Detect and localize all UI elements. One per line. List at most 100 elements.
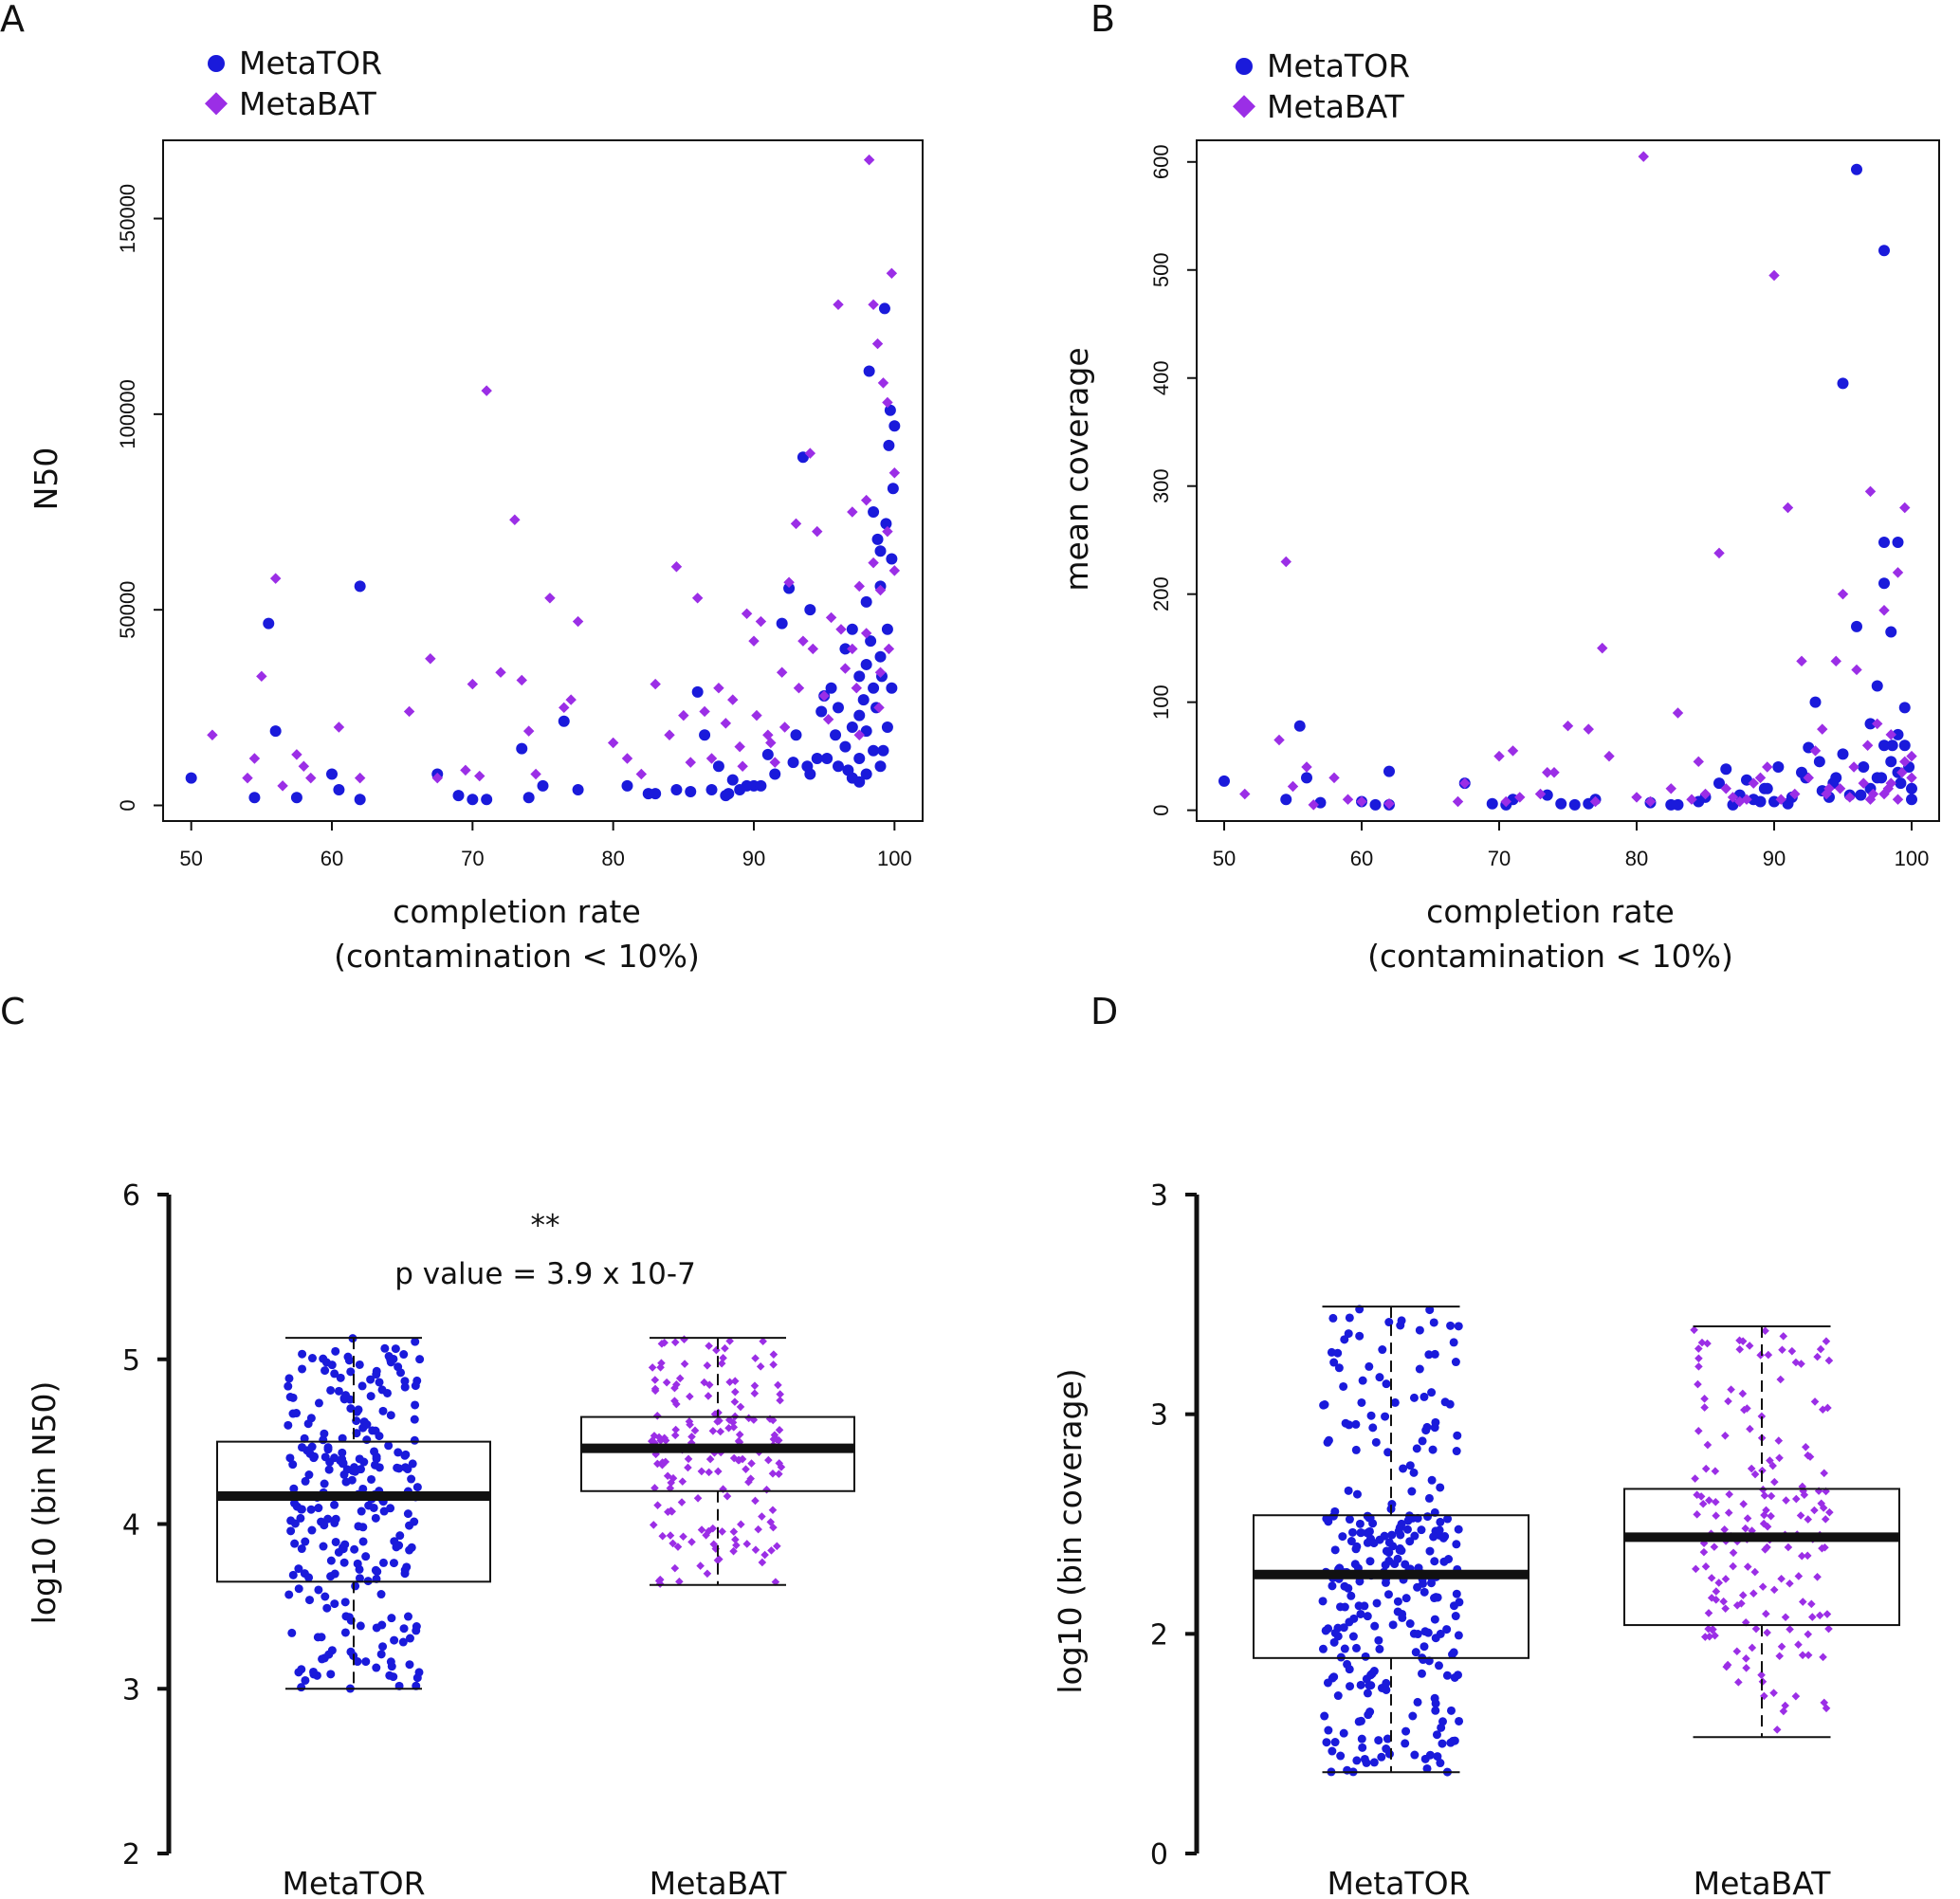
boxes-c — [216, 1337, 855, 1690]
data-point-metator — [411, 1337, 420, 1346]
data-point-metator — [321, 1358, 331, 1367]
data-point-metabat — [1770, 1477, 1779, 1487]
data-point-metabat — [835, 624, 847, 635]
y-tick-label: 3 — [122, 1673, 140, 1707]
data-point-metabat — [853, 580, 865, 593]
data-point-metabat — [1603, 750, 1615, 762]
data-point-metabat — [1768, 269, 1780, 282]
data-point-metabat — [1707, 1574, 1716, 1582]
data-point-metabat — [807, 643, 819, 655]
data-point-metabat — [565, 694, 577, 705]
data-point-metator — [407, 1543, 416, 1552]
data-point-metabat — [868, 557, 879, 569]
data-point-metabat — [1743, 1514, 1752, 1523]
data-point-metabat — [1804, 1651, 1813, 1660]
data-point-metator — [1408, 1711, 1418, 1721]
data-point-metator — [1417, 1669, 1426, 1678]
data-point-metator — [883, 439, 895, 451]
data-point-metator — [846, 721, 858, 733]
data-point-metator — [886, 682, 898, 694]
data-point-metabat — [1714, 1579, 1723, 1587]
data-point-metabat — [657, 1340, 667, 1348]
data-point-metator — [1446, 1738, 1456, 1747]
data-point-metabat — [705, 1342, 713, 1350]
data-point-metator — [1813, 756, 1825, 768]
data-point-metator — [1280, 794, 1292, 806]
data-point-metator — [705, 783, 718, 795]
data-point-metabat — [751, 1496, 760, 1506]
data-point-metator — [402, 1562, 412, 1572]
data-point-metabat — [773, 1542, 781, 1551]
legend-panel-a: MetaTOR MetaBAT — [204, 45, 382, 122]
data-point-metator — [860, 768, 872, 780]
data-point-metator — [699, 729, 711, 741]
data-point-metator — [323, 1443, 333, 1452]
data-point-metabat — [699, 705, 710, 718]
data-point-metabat — [670, 1431, 680, 1440]
data-point-metator — [1356, 1528, 1365, 1538]
data-point-metabat — [1699, 1547, 1709, 1557]
data-point-metator — [326, 768, 338, 780]
data-point-metator — [407, 1474, 416, 1484]
data-point-metator — [341, 1477, 351, 1487]
data-point-metator — [395, 1531, 405, 1541]
data-point-metabat — [703, 1569, 712, 1579]
data-point-metator — [1375, 1373, 1384, 1382]
data-point-metabat — [680, 1335, 688, 1343]
data-point-metabat — [705, 1468, 713, 1477]
data-point-metabat — [751, 1354, 760, 1362]
data-point-metator — [1433, 1752, 1442, 1762]
data-point-metabat — [1665, 783, 1676, 794]
data-point-metabat — [1273, 734, 1285, 746]
data-point-metator — [1348, 1632, 1358, 1641]
data-point-metator — [323, 1514, 333, 1524]
y-tick-label: 6 — [122, 1179, 140, 1213]
data-point-metator — [1323, 1437, 1332, 1447]
data-point-metabat — [460, 764, 471, 776]
data-point-metator — [1451, 1612, 1460, 1621]
data-point-metator — [1454, 1322, 1463, 1331]
y-tick-label: 2 — [1150, 1618, 1168, 1652]
data-point-metator — [373, 1567, 382, 1577]
data-point-metabat — [1861, 740, 1874, 751]
data-point-metabat — [1722, 1662, 1731, 1671]
data-point-metator — [877, 744, 889, 757]
data-point-metabat — [762, 1485, 771, 1494]
data-point-metator — [1713, 777, 1725, 790]
data-point-metator — [304, 1470, 314, 1480]
data-point-metator — [1455, 1716, 1464, 1726]
data-point-metator — [1429, 1532, 1438, 1542]
data-point-metator — [853, 752, 866, 764]
data-point-metator — [1355, 1519, 1365, 1528]
data-point-metabat — [754, 1525, 762, 1534]
data-point-metator — [868, 506, 880, 519]
data-point-metator — [1423, 1628, 1433, 1637]
y-tick-label: 0 — [116, 799, 139, 811]
data-point-metabat — [732, 1541, 741, 1550]
data-point-metator — [399, 1350, 409, 1360]
data-point-metator — [1301, 772, 1312, 784]
data-point-metabat — [1697, 1338, 1707, 1347]
data-point-metabat — [1804, 1630, 1813, 1639]
data-point-metabat — [1803, 1551, 1812, 1561]
data-point-metator — [1382, 1379, 1391, 1389]
y-axis-title-b: mean coverage — [1058, 347, 1095, 591]
data-point-metabat — [812, 525, 823, 538]
data-point-metator — [853, 776, 866, 788]
data-point-metabat — [269, 573, 282, 584]
boxplot-panel-d: 0 2 3 3 log10 (bin coverage) MetaTOR MetaBA… — [1052, 1179, 1900, 1899]
data-point-metabat — [1712, 1587, 1721, 1596]
data-point-metabat — [1280, 556, 1291, 568]
data-point-metator — [1383, 765, 1395, 777]
data-point-metabat — [1701, 1464, 1711, 1473]
data-point-metator — [1393, 1597, 1402, 1606]
data-point-metabat — [1767, 1491, 1776, 1501]
boxes-d — [1253, 1306, 1900, 1774]
data-point-metator — [1855, 789, 1867, 801]
data-point-metator — [1754, 795, 1767, 808]
data-point-metabat — [1691, 1474, 1699, 1483]
data-point-metabat — [691, 593, 704, 604]
data-point-metabat — [1823, 1610, 1832, 1618]
data-point-metator — [1333, 1691, 1343, 1701]
data-point-metabat — [474, 770, 485, 782]
